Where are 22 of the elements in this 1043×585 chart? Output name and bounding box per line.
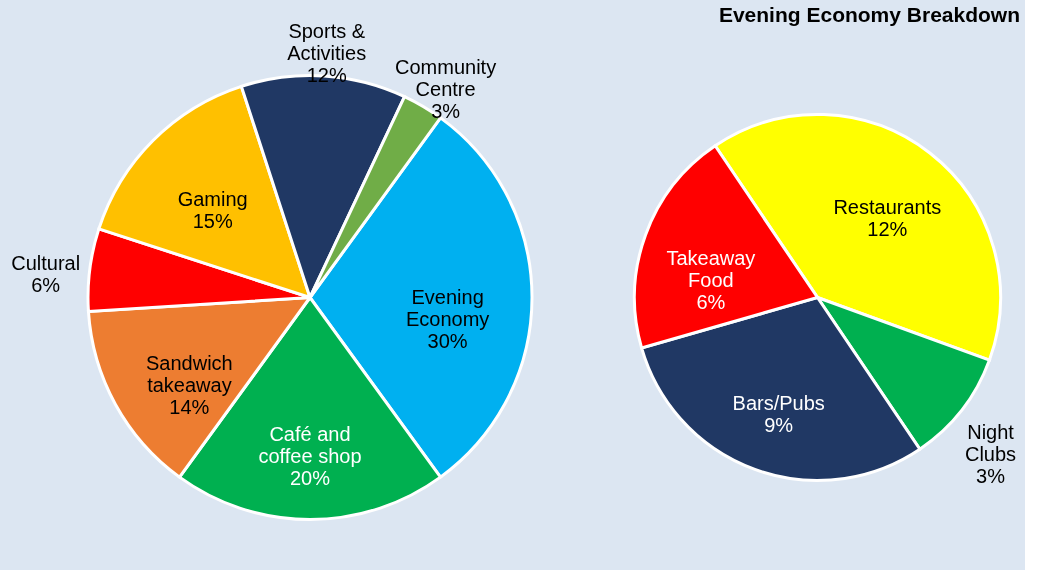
slice-label: Community Centre [395, 56, 497, 101]
data-label: 20% [289, 467, 331, 490]
slice-label: Cultural [11, 252, 81, 275]
slice-label: Takeaway Food [666, 246, 756, 291]
slice-label: Gaming [177, 188, 248, 211]
slice-label: Sports & Activities [287, 19, 367, 64]
slice-label: Evening Economy [405, 285, 490, 330]
data-label: 3% [431, 100, 461, 123]
data-label: 12% [867, 218, 908, 241]
data-label: 14% [169, 395, 210, 418]
data-label: 3% [976, 464, 1006, 487]
slice-label: Bars/Pubs [732, 392, 825, 415]
slice-label: Restaurants [833, 196, 942, 219]
slice-label: Café and coffee shop [258, 423, 362, 468]
data-label: 6% [696, 290, 726, 313]
data-label: 6% [31, 274, 61, 297]
data-label: 9% [764, 414, 794, 437]
data-label: 15% [192, 210, 233, 233]
slice-label: Night Clubs [964, 420, 1017, 465]
slice-label: Sandwich takeaway [146, 351, 233, 396]
chart-title: Evening Economy Breakdown [718, 3, 1020, 26]
data-label: 30% [427, 329, 468, 352]
